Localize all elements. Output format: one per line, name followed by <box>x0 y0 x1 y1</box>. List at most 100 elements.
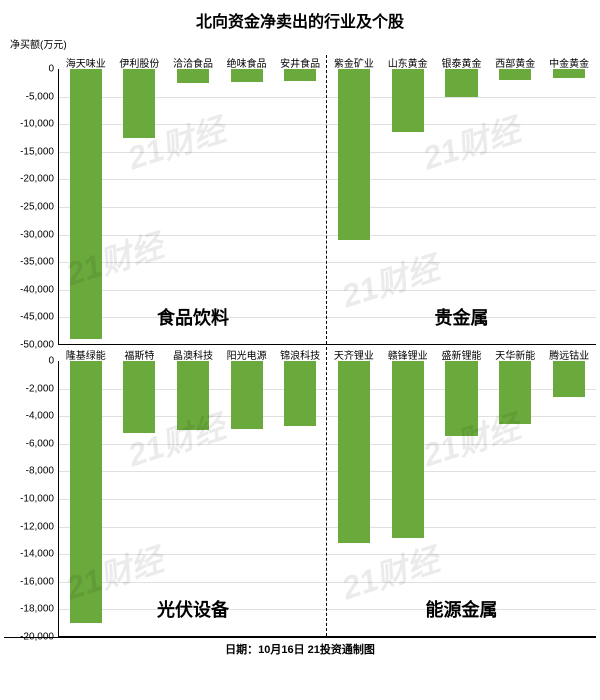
bar <box>123 69 155 138</box>
y-axis-label: 净买额(万元) <box>4 32 596 53</box>
bar <box>177 69 209 83</box>
plot-area: 紫金矿业山东黄金银泰黄金西部黄金中金黄金贵金属21财经21财经 <box>327 69 596 345</box>
panel: 紫金矿业山东黄金银泰黄金西部黄金中金黄金贵金属21财经21财经 <box>327 53 596 345</box>
bar <box>553 69 585 78</box>
bar-cell <box>220 69 274 344</box>
category-label: 山东黄金 <box>381 55 435 70</box>
bar-cell <box>488 69 542 344</box>
bar-cell <box>113 69 167 344</box>
y-tick-label: -12,000 <box>20 521 54 532</box>
bar-cell <box>166 361 220 636</box>
panel: 海天味业伊利股份洽洽食品绝味食品安井食品食品饮料21财经21财经 <box>58 53 327 345</box>
bar <box>499 361 531 424</box>
y-tick-label: -25,000 <box>20 202 54 213</box>
y-tick-label: -30,000 <box>20 229 54 240</box>
bar <box>445 69 477 97</box>
y-tick-label: -18,000 <box>20 604 54 615</box>
bar-cell <box>488 361 542 636</box>
y-tick-label: -15,000 <box>20 146 54 157</box>
bar-cell <box>273 361 327 636</box>
bar-cell <box>381 69 435 344</box>
bar-cell <box>166 69 220 344</box>
panel-label: 食品饮料 <box>157 304 229 330</box>
bar <box>392 361 424 538</box>
category-label: 天华新能 <box>488 347 542 362</box>
category-label: 腾远钴业 <box>542 347 596 362</box>
bar-cell <box>327 361 381 636</box>
bar-group <box>59 69 327 344</box>
category-label: 隆基绿能 <box>59 347 113 362</box>
category-label: 伊利股份 <box>113 55 167 70</box>
y-tick-label: -6,000 <box>26 438 54 449</box>
category-label: 绝味食品 <box>220 55 274 70</box>
category-label: 海天味业 <box>59 55 113 70</box>
category-label: 赣锋锂业 <box>381 347 435 362</box>
category-axis: 天齐锂业赣锋锂业盛新锂能天华新能腾远钴业 <box>327 347 596 362</box>
bar-group <box>327 361 596 636</box>
panel: 隆基绿能福斯特晶澳科技阳光电源锦浪科技光伏设备21财经21财经 <box>58 345 327 637</box>
bar <box>338 69 370 240</box>
bar <box>445 361 477 436</box>
bar <box>392 69 424 132</box>
bar-group <box>59 361 327 636</box>
category-label: 中金黄金 <box>542 55 596 70</box>
category-label: 晶澳科技 <box>166 347 220 362</box>
category-label: 福斯特 <box>113 347 167 362</box>
y-tick-label: -45,000 <box>20 312 54 323</box>
bar-cell <box>220 361 274 636</box>
footer-text: 日期：10月16日 21投资通制图 <box>4 638 596 660</box>
category-axis: 紫金矿业山东黄金银泰黄金西部黄金中金黄金 <box>327 55 596 70</box>
bar-cell <box>381 361 435 636</box>
bar <box>499 69 531 80</box>
category-label: 安井食品 <box>273 55 327 70</box>
category-label: 紫金矿业 <box>327 55 381 70</box>
category-label: 阳光电源 <box>220 347 274 362</box>
panel-label: 贵金属 <box>435 304 489 330</box>
y-tick-label: -4,000 <box>26 411 54 422</box>
y-tick-label: -10,000 <box>20 119 54 130</box>
bar-cell <box>327 69 381 344</box>
bar-cell <box>59 361 113 636</box>
bar-cell <box>59 69 113 344</box>
y-tick-label: -10,000 <box>20 494 54 505</box>
panel-label: 能源金属 <box>426 596 498 622</box>
plot-area: 隆基绿能福斯特晶澳科技阳光电源锦浪科技光伏设备21财经21财经 <box>58 361 327 637</box>
y-tick-label: -20,000 <box>20 174 54 185</box>
bar-cell <box>273 69 327 344</box>
bar <box>123 361 155 433</box>
y-tick-label: -2,000 <box>26 383 54 394</box>
plot-area: 海天味业伊利股份洽洽食品绝味食品安井食品食品饮料21财经21财经 <box>58 69 327 345</box>
bar <box>177 361 209 430</box>
y-tick-label: -8,000 <box>26 466 54 477</box>
bar <box>338 361 370 543</box>
category-axis: 隆基绿能福斯特晶澳科技阳光电源锦浪科技 <box>59 347 327 362</box>
bar <box>231 361 263 429</box>
bar-cell <box>435 361 489 636</box>
y-tick-label: -5,000 <box>26 91 54 102</box>
y-tick-label: -20,000 <box>20 632 54 643</box>
bar <box>70 361 102 623</box>
category-label: 银泰黄金 <box>435 55 489 70</box>
y-tick-label: -40,000 <box>20 284 54 295</box>
y-tick-label: -16,000 <box>20 576 54 587</box>
bar-cell <box>435 69 489 344</box>
y-axis: 0 -5,000 -10,000 -15,000 -20,000 -25,000 -30,0… <box>4 53 58 345</box>
bar <box>553 361 585 397</box>
y-tick-label: 0 <box>48 64 54 75</box>
category-label: 洽洽食品 <box>166 55 220 70</box>
chart-title: 北向资金净卖出的行业及个股 <box>4 8 596 32</box>
chart-root: 北向资金净卖出的行业及个股 净买额(万元) 0 -5,000 -10,000 -15,… <box>0 0 600 664</box>
y-axis: 0-2,000-4,000-6,000-8,000-10,000-12,000-… <box>4 345 58 637</box>
category-label: 锦浪科技 <box>273 347 327 362</box>
panel-row: 0 -5,000 -10,000 -15,000 -20,000 -25,000 -30,0… <box>4 53 596 345</box>
category-label: 盛新锂能 <box>435 347 489 362</box>
panel-row: 0-2,000-4,000-6,000-8,000-10,000-12,000-… <box>4 345 596 637</box>
panel: 天齐锂业赣锋锂业盛新锂能天华新能腾远钴业能源金属21财经21财经 <box>327 345 596 637</box>
category-label: 西部黄金 <box>488 55 542 70</box>
bar-cell <box>542 69 596 344</box>
panel-grid: 0 -5,000 -10,000 -15,000 -20,000 -25,000 -30,0… <box>4 53 596 637</box>
bar <box>284 69 316 81</box>
category-axis: 海天味业伊利股份洽洽食品绝味食品安井食品 <box>59 55 327 70</box>
bar-cell <box>113 361 167 636</box>
plot-area: 天齐锂业赣锋锂业盛新锂能天华新能腾远钴业能源金属21财经21财经 <box>327 361 596 637</box>
